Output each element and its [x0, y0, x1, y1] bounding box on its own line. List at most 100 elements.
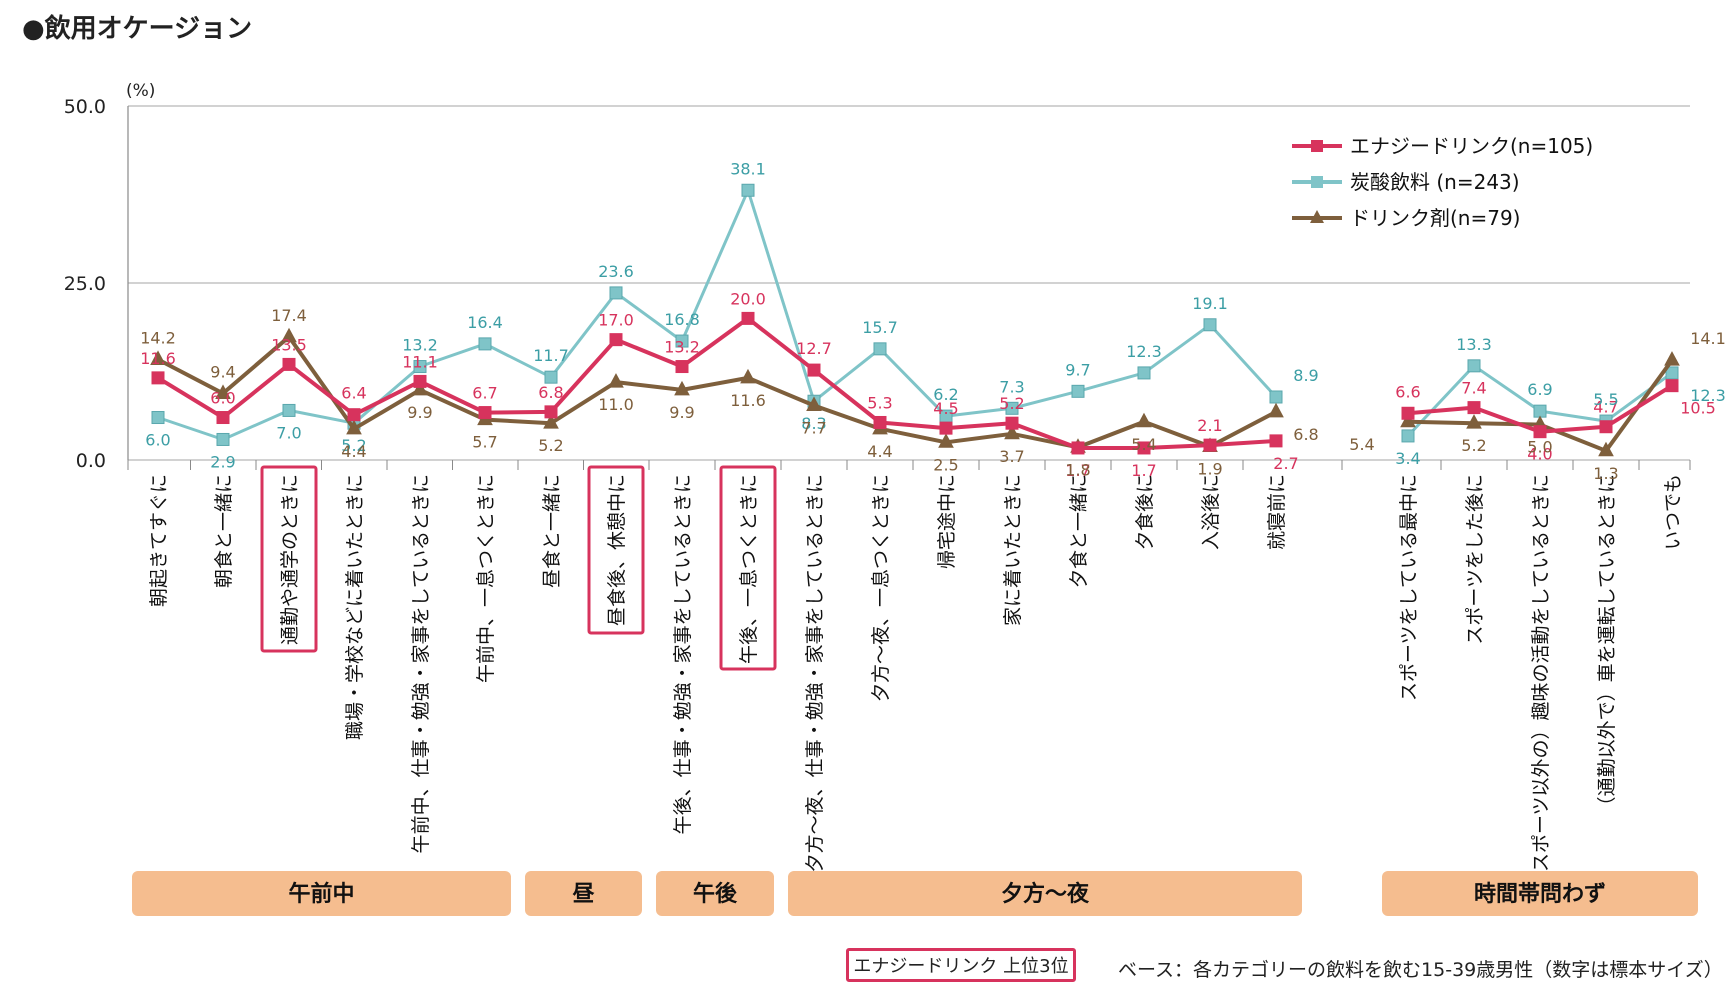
category-label: 朝食と一緒に [213, 474, 235, 588]
data-label: 10.5 [1680, 399, 1716, 418]
top3-highlight-box [719, 465, 777, 671]
data-label: 20.0 [730, 289, 766, 308]
data-label: 13.2 [664, 338, 700, 357]
data-label: 23.6 [598, 262, 634, 281]
data-point [1400, 412, 1416, 428]
data-point [1005, 416, 1019, 430]
data-label: 7.0 [276, 423, 301, 442]
data-label: 17.4 [271, 306, 307, 325]
time-band [525, 871, 642, 916]
data-point [939, 421, 953, 435]
time-band-label: 昼 [572, 882, 595, 907]
data-point [1203, 318, 1217, 332]
data-point [873, 342, 887, 356]
category-label: スポーツをした後に [1464, 474, 1486, 645]
data-point [1005, 401, 1019, 415]
data-point [1467, 401, 1481, 415]
data-point [281, 327, 297, 343]
data-point [741, 183, 755, 197]
legend-marker [1311, 140, 1323, 152]
data-point [478, 406, 492, 420]
data-label: 14.1 [1690, 329, 1726, 348]
data-point [1137, 441, 1151, 455]
data-label: 13.2 [402, 336, 438, 355]
data-label: 8.3 [801, 414, 826, 433]
time-band-label: 時間帯問わず [1474, 881, 1606, 907]
data-label: 1.7 [1131, 461, 1156, 480]
data-point [1203, 438, 1217, 452]
category-label: 夕方～夜、仕事・勉強・家事をしているときに [804, 474, 826, 872]
data-label: 6.9 [1527, 380, 1552, 399]
category-label: 午前中、一息つくときに [475, 474, 497, 683]
data-label: 6.6 [1395, 382, 1420, 401]
data-point [282, 357, 296, 371]
data-label: 6.0 [210, 389, 235, 408]
data-point [543, 414, 559, 429]
data-point [1137, 366, 1151, 380]
data-label: 4.0 [1527, 445, 1552, 464]
category-label: いつでも [1662, 474, 1684, 550]
data-point [1664, 351, 1680, 366]
category-label: 昼食と一緒に [541, 474, 563, 588]
data-label: 5.7 [472, 433, 497, 452]
data-label: 6.7 [472, 384, 497, 403]
data-label: 5.2 [999, 394, 1024, 413]
category-label: 入浴後に [1200, 474, 1222, 550]
data-label: 6.2 [933, 385, 958, 404]
category-label: 夕食後に [1134, 474, 1156, 550]
data-point [675, 334, 689, 348]
data-label: 9.4 [210, 362, 235, 381]
time-band [656, 871, 774, 916]
data-point [544, 405, 558, 419]
data-label: 12.3 [1126, 342, 1162, 361]
top3-highlight-box [260, 465, 318, 653]
data-label: 6.0 [145, 431, 170, 450]
data-label: 11.6 [140, 349, 176, 368]
data-label: 1.7 [1065, 461, 1090, 480]
data-label: 13.5 [271, 335, 307, 354]
data-point [544, 370, 558, 384]
series-line [156, 316, 1277, 450]
data-point [1136, 412, 1152, 428]
legend-entry: 炭酸飲料 (n=243) [1350, 170, 1520, 194]
data-point [609, 286, 623, 300]
category-label: （スポーツ以外の）趣味の活動をしているときに [1530, 474, 1552, 891]
time-band-label: 夕方～夜 [1001, 881, 1090, 907]
time-band-label: 午前中 [288, 881, 354, 907]
data-label: 4.7 [1593, 398, 1618, 417]
data-label: 13.3 [1456, 335, 1492, 354]
data-point [216, 411, 230, 425]
data-label: 38.1 [730, 159, 766, 178]
category-label: 午後、仕事・勉強・家事をしているときに [672, 474, 694, 834]
data-point [1533, 425, 1547, 439]
data-point [150, 350, 166, 365]
data-label: 4.5 [933, 399, 958, 418]
data-label: 6.8 [1293, 425, 1318, 444]
data-point [740, 368, 756, 384]
data-point [151, 371, 165, 385]
data-label: 7.4 [1461, 379, 1486, 398]
data-point [413, 374, 427, 388]
top3-legend-box: エナジードリンク 上位3位 [846, 948, 1076, 982]
data-label: 5.2 [341, 436, 366, 455]
data-label: 1.3 [1593, 464, 1618, 483]
data-point [412, 380, 428, 396]
data-label: 12.7 [796, 339, 832, 358]
data-point [873, 415, 887, 429]
data-label: 15.7 [862, 318, 898, 337]
data-label: 11.6 [730, 391, 766, 410]
data-label: 19.1 [1192, 294, 1228, 313]
data-point [609, 333, 623, 347]
data-label: 17.0 [598, 311, 634, 330]
legend-entry: エナジードリンク(n=105) [1350, 134, 1593, 158]
data-point [1665, 379, 1679, 393]
data-point [608, 373, 624, 388]
data-point [1269, 390, 1283, 404]
data-label: 16.4 [467, 313, 503, 332]
data-label: 9.7 [1065, 360, 1090, 379]
data-label: 7.3 [999, 377, 1024, 396]
data-point [674, 380, 690, 396]
data-point [1269, 434, 1283, 448]
category-label: 朝起きてすぐに [148, 474, 170, 607]
